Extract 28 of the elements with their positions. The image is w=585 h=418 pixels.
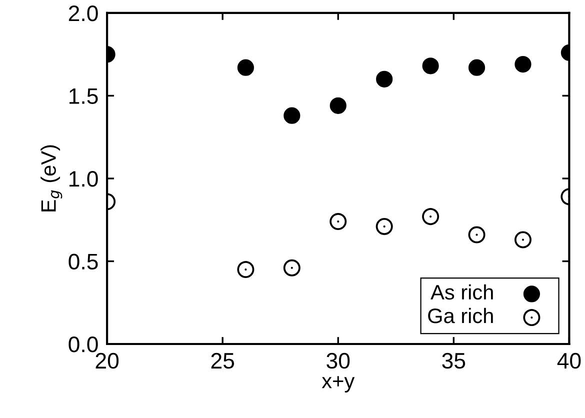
point: [514, 231, 532, 248]
point: [330, 213, 347, 230]
y-tick-label: 0.5: [68, 254, 98, 270]
x-tick-label: 20: [96, 352, 119, 369]
point: [330, 97, 346, 114]
point: [468, 59, 486, 76]
y-tick-label: 0.0: [68, 336, 98, 352]
point: [422, 58, 439, 74]
point: [237, 59, 254, 76]
x-axis-title: x+y: [322, 376, 355, 392]
point: [422, 208, 440, 226]
y-tick-label: 2.0: [68, 5, 98, 22]
x-tick-label: 25: [211, 352, 234, 369]
point: [468, 226, 486, 244]
y-tick-label: 1.5: [70, 88, 98, 104]
point: [514, 56, 532, 73]
point: [237, 261, 254, 278]
point: [376, 70, 393, 88]
point: [283, 259, 300, 276]
x-tick-label: 40: [557, 352, 581, 369]
legend-label: As rich: [430, 284, 493, 300]
y-axis-title: E$_{g}$ (eV): [40, 145, 62, 212]
point: [284, 107, 300, 124]
x-tick-label: 30: [326, 352, 350, 369]
legend-label: Ga rich: [428, 308, 493, 324]
y-tick-label: 1.0: [70, 171, 98, 187]
point: [376, 218, 393, 235]
x-tick-label: 35: [442, 352, 466, 369]
